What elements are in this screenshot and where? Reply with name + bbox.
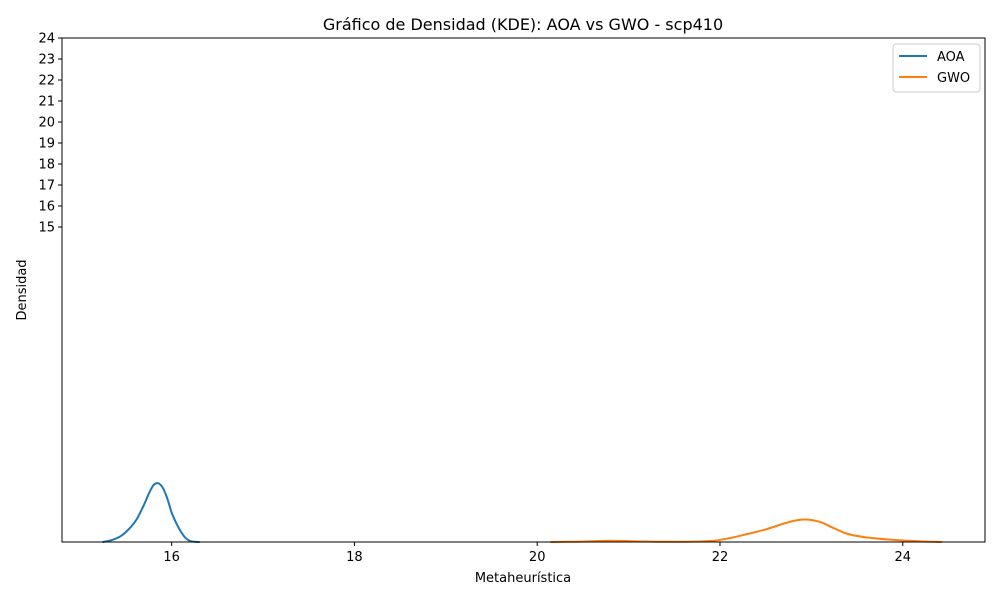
x-tick-label: 24 <box>894 550 911 565</box>
y-tick-label: 19 <box>38 137 55 152</box>
y-axis-label: Densidad <box>15 259 30 320</box>
x-tick-label: 18 <box>346 550 363 565</box>
y-tick-label: 22 <box>38 74 55 89</box>
y-tick-label: 18 <box>38 158 55 173</box>
series-line-gwo <box>549 518 943 543</box>
plot-frame <box>61 37 986 543</box>
series-line-aoa <box>102 482 201 543</box>
y-tick-label: 24 <box>38 32 55 47</box>
y-tick-label: 21 <box>38 95 55 110</box>
plot-area <box>102 482 943 543</box>
legend: AOA GWO <box>892 43 981 93</box>
x-tick-label: 22 <box>712 550 729 565</box>
y-tick-label: 17 <box>38 179 55 194</box>
y-tick-label: 15 <box>38 221 55 236</box>
y-axis: 15 16 17 18 19 20 21 22 23 24 <box>38 32 62 236</box>
y-tick-label: 16 <box>38 200 55 215</box>
x-axis: 16 18 20 22 24 <box>163 542 911 565</box>
x-tick-label: 20 <box>529 550 546 565</box>
x-tick-label: 16 <box>163 550 180 565</box>
y-tick-label: 23 <box>38 53 55 68</box>
chart-title: Gráfico de Densidad (KDE): AOA vs GWO - … <box>323 15 723 34</box>
x-axis-label: Metaheurística <box>475 571 571 586</box>
legend-label-aoa: AOA <box>937 50 965 65</box>
y-tick-label: 20 <box>38 116 55 131</box>
legend-label-gwo: GWO <box>937 71 970 86</box>
